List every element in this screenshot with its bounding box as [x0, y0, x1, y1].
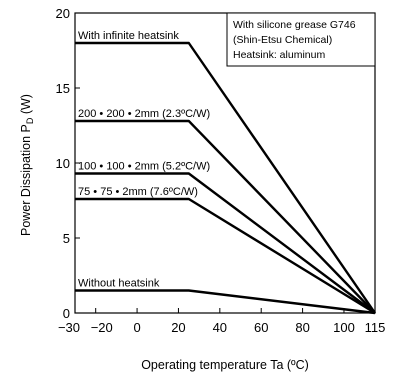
- x-tick-label: 115: [365, 320, 386, 335]
- y-tick-label: 20: [56, 6, 70, 21]
- x-tick-label: −20: [91, 320, 113, 335]
- x-tick-label: 80: [295, 320, 309, 335]
- y-axis-title-main: Power Dissipation P: [19, 124, 33, 236]
- x-tick-label: 60: [254, 320, 268, 335]
- series-label-5: Without heatsink: [78, 278, 160, 290]
- series-line-5: [75, 289, 376, 315]
- y-tick-label: 5: [63, 231, 70, 246]
- series-label-4: 75 • 75 • 2mm (7.6ºC/W): [78, 186, 198, 198]
- series-label-2: 200 • 200 • 2mm (2.3ºC/W): [78, 108, 210, 120]
- y-tick-label: 15: [56, 81, 70, 96]
- note-line-3: Heatsink: aluminum: [233, 49, 325, 61]
- note-line-2: (Shin-Etsu Chemical): [233, 34, 332, 46]
- series-line-4: [75, 197, 376, 315]
- series-label-3: 100 • 100 • 2mm (5.2ºC/W): [78, 161, 210, 173]
- series-line-3: [75, 172, 376, 314]
- y-axis-title-subscript: D: [25, 117, 35, 124]
- series-label-1: With infinite heatsink: [78, 30, 179, 42]
- note-box: [226, 12, 376, 67]
- y-tick-label: 0: [63, 306, 70, 321]
- series-line-1: [75, 41, 376, 314]
- y-axis-title-unit: (W): [19, 94, 33, 118]
- x-tick-label: 40: [213, 320, 227, 335]
- note-line-1: With silicone grease G746: [233, 19, 356, 31]
- y-tick-label: 10: [56, 156, 70, 171]
- series-line-2: [75, 119, 376, 314]
- y-axis-title: Power Dissipation PD (W): [19, 94, 35, 236]
- x-axis-title: Operating temperature Ta (ºC): [141, 358, 309, 372]
- x-tick-label: 100: [333, 320, 355, 335]
- plot-area: −30 −20 0 20 40 60 80 100 115 0 5 10 15 20 With infini…: [56, 6, 386, 335]
- x-tick-label: −30: [58, 320, 80, 335]
- x-tick-label: 0: [133, 320, 140, 335]
- x-tick-label: 20: [171, 320, 185, 335]
